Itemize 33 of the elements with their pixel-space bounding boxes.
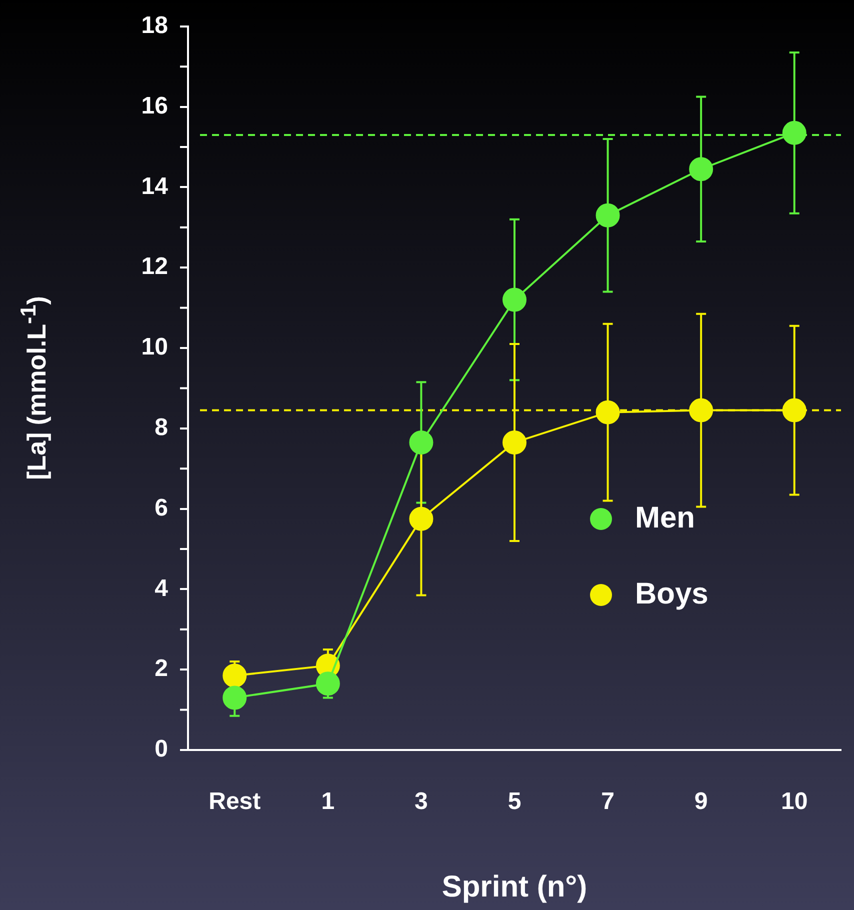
y-tick-label: 14 bbox=[141, 172, 169, 200]
x-axis-title: Sprint (n°) bbox=[442, 870, 588, 904]
point bbox=[409, 430, 434, 454]
legend-label: Boys bbox=[635, 577, 708, 610]
point bbox=[689, 157, 714, 182]
point bbox=[782, 398, 806, 422]
x-tick-label: 9 bbox=[694, 788, 708, 816]
y-tick-label: 10 bbox=[141, 334, 168, 361]
x-tick-label: 1 bbox=[321, 788, 335, 816]
point bbox=[689, 398, 714, 422]
y-tick-label: 4 bbox=[154, 574, 169, 602]
point bbox=[782, 120, 806, 145]
point bbox=[596, 203, 620, 228]
y-tick-label: 8 bbox=[154, 414, 168, 442]
point bbox=[409, 506, 434, 531]
y-tick-label: 0 bbox=[154, 736, 168, 763]
x-tick-label: 7 bbox=[601, 788, 614, 816]
point bbox=[316, 672, 340, 696]
point bbox=[502, 430, 526, 454]
x-tick-label: 3 bbox=[414, 788, 428, 816]
point bbox=[596, 400, 620, 424]
y-tick-label: 12 bbox=[141, 253, 168, 280]
legend-label: Men bbox=[635, 501, 695, 534]
y-tick-label: 18 bbox=[141, 12, 168, 40]
x-tick-label: 10 bbox=[781, 788, 808, 816]
x-tick-label: Rest bbox=[208, 788, 261, 816]
x-tick-label: 5 bbox=[508, 788, 522, 816]
y-tick-label: 16 bbox=[141, 92, 168, 120]
point bbox=[502, 288, 526, 312]
point bbox=[222, 686, 247, 710]
y-tick-label: 2 bbox=[154, 655, 168, 682]
point bbox=[222, 664, 247, 688]
y-tick-label: 6 bbox=[154, 494, 168, 522]
